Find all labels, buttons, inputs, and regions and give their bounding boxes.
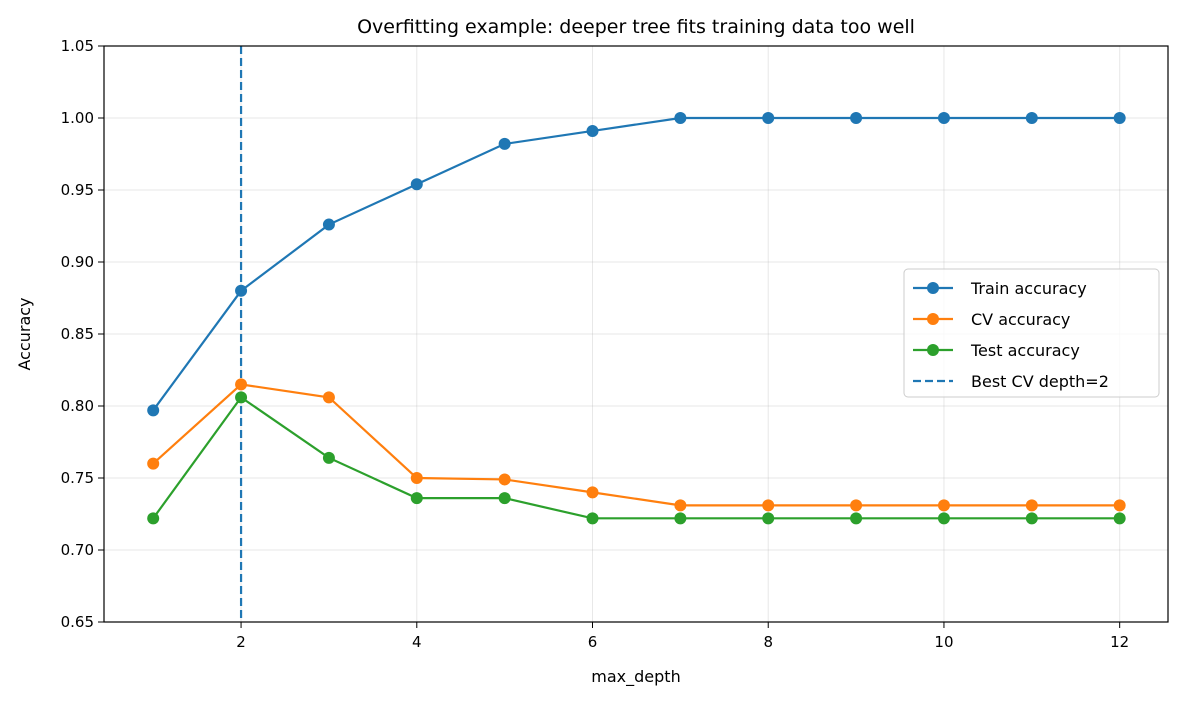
data-point (674, 112, 687, 124)
x-axis-label: max_depth (591, 667, 680, 687)
data-point (235, 391, 248, 404)
data-point (1025, 112, 1038, 124)
legend: Train accuracy CV accuracy Test accuracy Be… (903, 268, 1160, 398)
data-point (410, 472, 423, 484)
data-point (937, 499, 950, 512)
data-point (1025, 499, 1038, 512)
data-point (322, 451, 335, 464)
x-tick-label: 8 (763, 633, 773, 651)
data-point (674, 512, 687, 525)
y-tick-label: 1.05 (61, 37, 94, 55)
data-point (674, 499, 687, 512)
data-point (235, 284, 248, 297)
legend-item: Best CV depth=2 (913, 372, 1109, 391)
legend-marker (927, 344, 939, 356)
y-tick-label: 0.70 (61, 541, 94, 559)
data-point (322, 218, 335, 231)
data-point (147, 512, 160, 525)
legend-label: Train accuracy (970, 279, 1087, 298)
legend-box (903, 268, 1160, 398)
data-point (1113, 499, 1126, 512)
legend-label: Test accuracy (970, 341, 1080, 360)
data-point (410, 178, 423, 191)
x-tick-label: 2 (236, 633, 246, 651)
y-axis-label: Accuracy (15, 297, 34, 370)
y-tick-label: 0.90 (61, 253, 94, 271)
y-tick-label: 0.95 (61, 181, 94, 199)
data-point (498, 492, 511, 505)
x-tick-label: 12 (1110, 633, 1129, 651)
ticks: 2 4 6 8 10 12 0.65 0.70 0.75 0.80 0.85 0.90 0.95 1.00… (61, 37, 1130, 651)
series-line (152, 395, 1120, 520)
data-point (586, 486, 599, 499)
data-point (410, 492, 423, 505)
legend-marker (927, 313, 939, 325)
data-point (322, 391, 335, 404)
series-train-accuracy (147, 112, 1126, 417)
series-group (147, 112, 1126, 525)
series-test-accuracy (147, 391, 1126, 525)
data-point (1113, 112, 1126, 124)
data-point (850, 112, 863, 124)
y-tick-label: 0.80 (61, 397, 94, 415)
series-line (152, 116, 1120, 411)
data-point (586, 512, 599, 525)
data-point (498, 137, 511, 150)
series-cv-accuracy (147, 378, 1126, 512)
data-point (762, 512, 775, 525)
legend-label: Best CV depth=2 (971, 372, 1109, 391)
legend-item: Test accuracy (913, 341, 1080, 360)
data-point (1113, 512, 1126, 525)
y-tick-label: 0.85 (61, 325, 94, 343)
y-tick-label: 0.65 (61, 613, 94, 631)
y-tick-label: 0.75 (61, 469, 94, 487)
x-tick-label: 4 (412, 633, 422, 651)
y-tick-label: 1.00 (61, 109, 94, 127)
data-point (147, 404, 160, 417)
x-tick-label: 6 (588, 633, 598, 651)
legend-item: Train accuracy (913, 279, 1087, 298)
data-point (937, 112, 950, 124)
data-point (937, 512, 950, 525)
data-point (586, 124, 599, 137)
x-tick-label: 10 (934, 633, 953, 651)
legend-label: CV accuracy (971, 310, 1070, 329)
series-line (152, 383, 1120, 507)
chart-title: Overfitting example: deeper tree fits tr… (357, 16, 915, 38)
data-point (498, 473, 511, 486)
data-point (762, 499, 775, 512)
data-point (850, 512, 863, 525)
data-point (1025, 512, 1038, 525)
data-point (762, 112, 775, 124)
data-point (147, 457, 160, 470)
legend-item: CV accuracy (913, 310, 1070, 329)
data-point (850, 499, 863, 512)
data-point (235, 378, 248, 391)
legend-marker (927, 282, 939, 294)
